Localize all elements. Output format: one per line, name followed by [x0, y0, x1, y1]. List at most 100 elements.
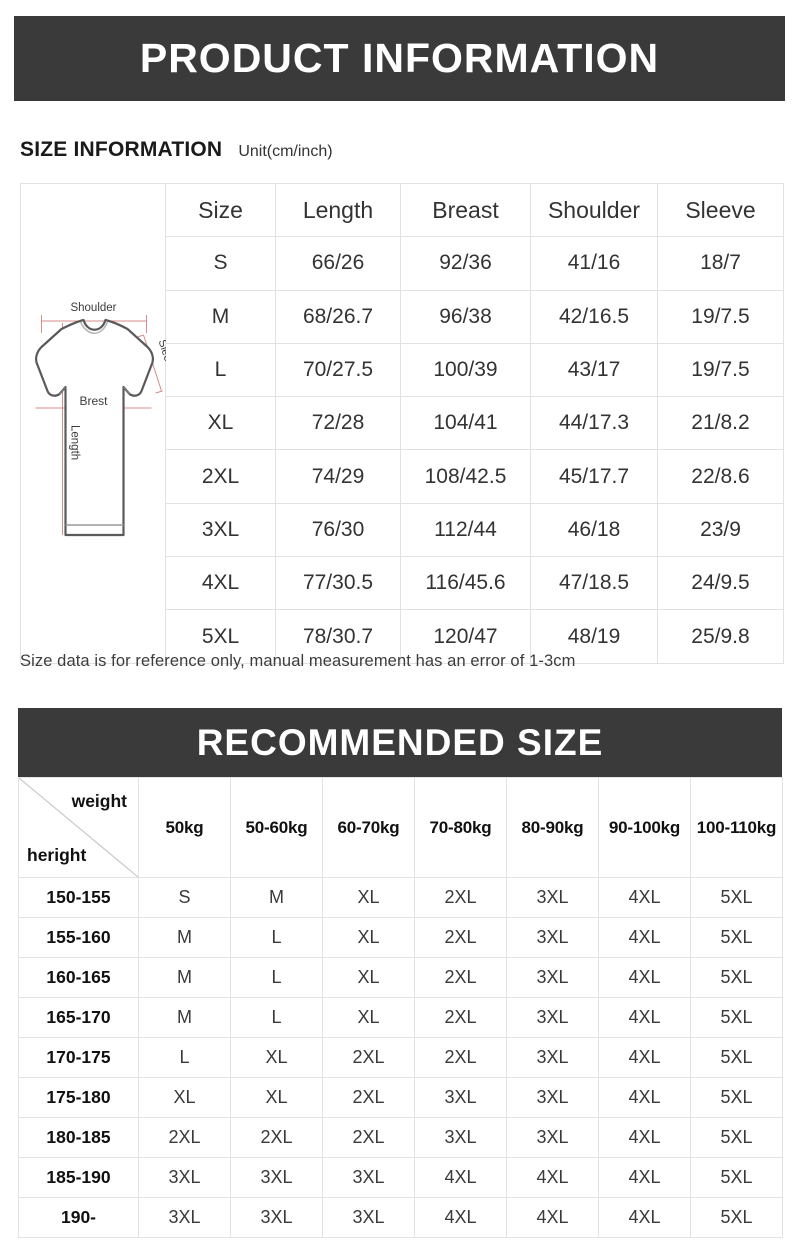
- cell-breast: 96/38: [400, 289, 531, 344]
- rec-cell: 5XL: [690, 1117, 783, 1158]
- table-row: 170-175 L XL 2XL 2XL 3XL 4XL 5XL: [18, 1037, 783, 1078]
- cell-length: 70/27.5: [275, 342, 401, 398]
- rec-cell: 3XL: [414, 1077, 507, 1118]
- rec-cell: 2XL: [414, 877, 507, 918]
- cell-length: 76/30: [275, 502, 401, 558]
- cell-length: 77/30.5: [275, 556, 401, 611]
- cell-shoulder: 45/17.7: [530, 449, 658, 504]
- cell-sleeve: 22/8.6: [657, 449, 784, 504]
- cell-shoulder: 41/16: [530, 236, 658, 291]
- table-row: 4XL 77/30.5 116/45.6 47/18.5 24/9.5: [21, 556, 784, 611]
- rec-cell: 3XL: [506, 877, 599, 918]
- cell-sleeve: 23/9: [657, 502, 784, 558]
- rec-cell: XL: [322, 997, 415, 1038]
- rec-cell: XL: [322, 957, 415, 998]
- rec-cell: 5XL: [690, 957, 783, 998]
- cell-length: 74/29: [275, 449, 401, 504]
- table-row: M 68/26.7 96/38 42/16.5 19/7.5: [21, 289, 784, 344]
- rec-cell: 3XL: [506, 997, 599, 1038]
- cell-sleeve: 19/7.5: [657, 342, 784, 398]
- recommended-size-banner: RECOMMENDED SIZE: [18, 708, 782, 777]
- rec-row-height: 160-165: [18, 957, 139, 998]
- table-row-header: weight heright 50kg 50-60kg 60-70kg 70-8…: [18, 777, 783, 878]
- length-label: Length: [68, 425, 80, 460]
- cell-sleeve: 21/8.2: [657, 396, 784, 451]
- size-table-header-size: Size: [165, 182, 276, 238]
- height-axis-label: heright: [27, 845, 87, 865]
- rec-cell: 3XL: [506, 1077, 599, 1118]
- rec-row-height: 155-160: [18, 917, 139, 958]
- rec-row-height: 165-170: [18, 997, 139, 1038]
- rec-cell: XL: [322, 917, 415, 958]
- rec-cell: 5XL: [690, 1037, 783, 1078]
- rec-cell: 5XL: [690, 1077, 783, 1118]
- recommended-size-table-container: weight heright 50kg 50-60kg 60-70kg 70-8…: [18, 777, 783, 1238]
- cell-shoulder: 42/16.5: [530, 289, 658, 344]
- rec-header-weight-0: 50kg: [138, 777, 231, 878]
- rec-cell: 2XL: [230, 1117, 323, 1158]
- rec-cell: 5XL: [690, 997, 783, 1038]
- rec-cell: 3XL: [414, 1117, 507, 1158]
- cell-sleeve: 25/9.8: [657, 609, 784, 664]
- rec-cell: XL: [230, 1077, 323, 1118]
- cell-size: XL: [165, 396, 276, 451]
- rec-cell: 3XL: [322, 1157, 415, 1198]
- rec-cell: 2XL: [322, 1077, 415, 1118]
- rec-cell: 3XL: [230, 1157, 323, 1198]
- rec-header-weight-2: 60-70kg: [322, 777, 415, 878]
- rec-cell: 3XL: [506, 917, 599, 958]
- table-row: XL 72/28 104/41 44/17.3 21/8.2: [21, 396, 784, 451]
- rec-row-height: 170-175: [18, 1037, 139, 1078]
- size-table-header-shoulder: Shoulder: [530, 182, 658, 238]
- cell-breast: 104/41: [400, 396, 531, 451]
- size-table-header-length: Length: [275, 182, 401, 238]
- shoulder-label: Shoulder: [70, 302, 116, 314]
- weight-axis-label: weight: [71, 791, 127, 811]
- size-table-footnote: Size data is for reference only, manual …: [20, 652, 576, 670]
- rec-cell: 2XL: [414, 917, 507, 958]
- rec-cell: 3XL: [230, 1197, 323, 1238]
- cell-size: L: [165, 342, 276, 398]
- cell-sleeve: 18/7: [657, 236, 784, 291]
- size-table-header-sleeve: Sleeve: [657, 182, 784, 238]
- cell-sleeve: 24/9.5: [657, 556, 784, 611]
- rec-cell: 4XL: [598, 877, 691, 918]
- tshirt-diagram-cell: Shoulder Brest Sleeve Length: [20, 183, 166, 664]
- cell-breast: 120/47: [400, 609, 531, 664]
- rec-cell: 4XL: [598, 917, 691, 958]
- cell-length: 68/26.7: [275, 289, 401, 344]
- rec-cell: XL: [230, 1037, 323, 1078]
- table-row: 175-180 XL XL 2XL 3XL 3XL 4XL 5XL: [18, 1077, 783, 1118]
- rec-cell: XL: [138, 1077, 231, 1118]
- rec-cell: L: [230, 957, 323, 998]
- rec-cell: 2XL: [138, 1117, 231, 1158]
- rec-cell: 4XL: [598, 1197, 691, 1238]
- rec-row-height: 175-180: [18, 1077, 139, 1118]
- rec-cell: 3XL: [138, 1157, 231, 1198]
- table-row: 2XL 74/29 108/42.5 45/17.7 22/8.6: [21, 449, 784, 504]
- cell-breast: 100/39: [400, 342, 531, 398]
- rec-row-height: 150-155: [18, 877, 139, 918]
- weight-height-corner-cell: weight heright: [18, 777, 139, 878]
- table-row: 3XL 76/30 112/44 46/18 23/9: [21, 502, 784, 558]
- cell-length: 78/30.7: [275, 609, 401, 664]
- cell-size: S: [165, 236, 276, 291]
- rec-cell: 3XL: [138, 1197, 231, 1238]
- table-row: 180-185 2XL 2XL 2XL 3XL 3XL 4XL 5XL: [18, 1117, 783, 1158]
- cell-shoulder: 48/19: [530, 609, 658, 664]
- cell-size: 5XL: [165, 609, 276, 664]
- rec-cell: L: [230, 997, 323, 1038]
- rec-cell: 5XL: [690, 1157, 783, 1198]
- size-information-title: SIZE INFORMATION: [20, 138, 223, 161]
- cell-breast: 116/45.6: [400, 556, 531, 611]
- rec-cell: 4XL: [598, 957, 691, 998]
- size-information-heading-row: SIZE INFORMATION Unit(cm/inch): [20, 138, 333, 162]
- cell-length: 66/26: [275, 236, 401, 291]
- rec-cell: M: [230, 877, 323, 918]
- cell-breast: 108/42.5: [400, 449, 531, 504]
- table-row: 160-165 M L XL 2XL 3XL 4XL 5XL: [18, 957, 783, 998]
- rec-cell: S: [138, 877, 231, 918]
- rec-header-weight-5: 90-100kg: [598, 777, 691, 878]
- table-row-header: Shoulder Brest Sleeve Length Size Length…: [20, 182, 784, 664]
